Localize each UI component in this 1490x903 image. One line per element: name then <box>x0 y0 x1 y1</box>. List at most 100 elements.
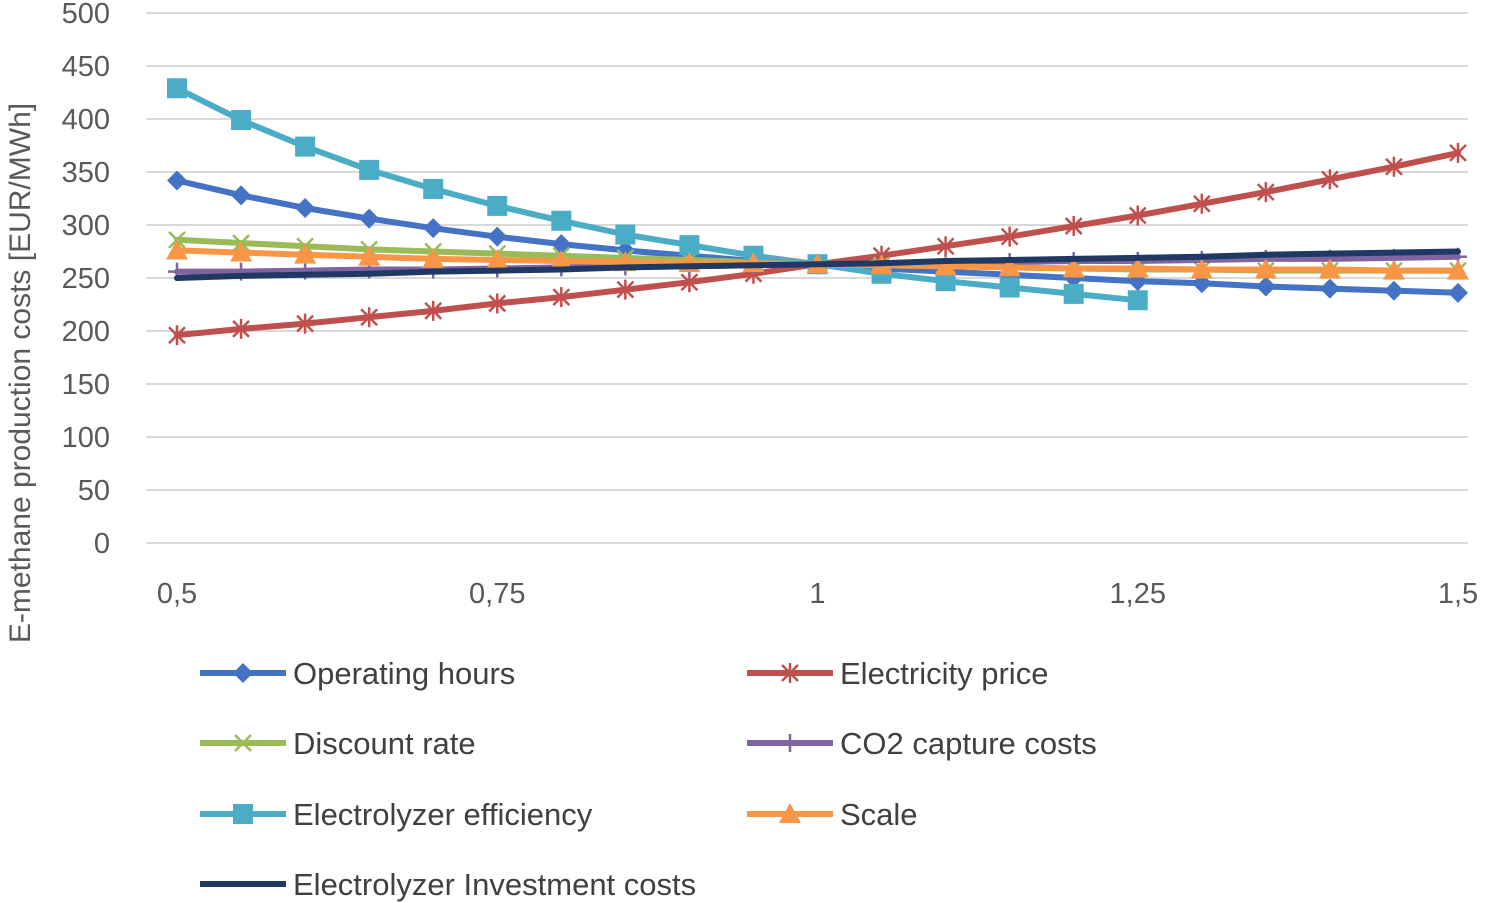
data-point <box>486 248 509 269</box>
data-point <box>1448 282 1468 303</box>
data-point <box>166 239 188 260</box>
data-point <box>1382 259 1405 280</box>
data-point <box>1190 258 1213 279</box>
data-point <box>360 307 379 328</box>
data-point <box>487 226 508 247</box>
data-point <box>550 250 573 271</box>
y-axis-title: E-methane production costs [EUR/MWh] <box>4 103 37 643</box>
legend-label: Electrolyzer efficiency <box>293 797 593 832</box>
data-point <box>1385 156 1403 177</box>
y-tick-label: 450 <box>62 51 110 83</box>
legend-label: Electricity price <box>840 656 1048 691</box>
data-point <box>488 293 507 314</box>
legend-marker <box>233 663 253 683</box>
data-point <box>935 271 956 292</box>
data-point <box>359 208 380 229</box>
data-point <box>168 325 186 346</box>
data-point <box>936 236 955 257</box>
data-point <box>679 235 700 256</box>
data-point <box>1318 258 1341 279</box>
data-point <box>999 277 1020 298</box>
data-point <box>1127 290 1148 311</box>
x-tick-label: 0,75 <box>469 578 525 610</box>
x-tick-label: 1 <box>809 578 825 610</box>
y-tick-label: 400 <box>62 104 110 136</box>
x-axis-ticks: 0,5 0,75 1 1,25 1,5 <box>157 578 1478 610</box>
y-tick-label: 300 <box>62 210 110 242</box>
data-point <box>551 210 572 231</box>
data-point <box>615 224 636 245</box>
legend-item: Discount rate <box>200 726 476 761</box>
data-point <box>1449 142 1467 163</box>
data-point <box>1064 216 1083 237</box>
legend: Operating hours Electricity price Discount… <box>200 656 1097 902</box>
y-tick-label: 350 <box>62 157 110 189</box>
data-point <box>295 136 316 157</box>
data-point <box>1254 258 1277 279</box>
y-tick-label: 50 <box>78 475 110 507</box>
data-point <box>1319 278 1340 299</box>
legend-label: Discount rate <box>293 726 476 761</box>
data-point <box>1383 280 1404 301</box>
data-point <box>1062 257 1085 278</box>
series-6 <box>174 248 1461 281</box>
data-point <box>295 198 316 219</box>
x-tick-label: 1,5 <box>1438 578 1478 610</box>
data-point <box>1256 182 1275 203</box>
data-point <box>294 243 317 264</box>
y-tick-label: 0 <box>94 528 110 560</box>
data-point <box>359 159 380 180</box>
data-point <box>231 110 252 131</box>
data-point <box>423 218 444 239</box>
data-point <box>487 195 508 216</box>
legend-label: Electrolyzer Investment costs <box>293 867 696 902</box>
data-point <box>358 245 381 266</box>
legend-marker <box>781 734 799 752</box>
series-line <box>174 248 1461 281</box>
legend-marker <box>781 663 799 683</box>
data-point <box>1000 226 1019 247</box>
legend-item: Electrolyzer efficiency <box>200 797 593 832</box>
data-point <box>230 241 253 262</box>
y-tick-label: 150 <box>62 369 110 401</box>
x-tick-label: 0,5 <box>157 578 197 610</box>
data-point <box>1192 193 1211 214</box>
legend-item: Scale <box>747 797 918 832</box>
x-tick-label: 1,25 <box>1110 578 1166 610</box>
legend-item: Electrolyzer Investment costs <box>200 867 696 902</box>
y-tick-label: 200 <box>62 316 110 348</box>
data-point <box>296 313 314 334</box>
data-point <box>1255 276 1276 297</box>
legend-marker <box>234 734 252 752</box>
y-tick-label: 500 <box>62 0 110 30</box>
y-tick-label: 100 <box>62 422 110 454</box>
y-axis-ticks: 0 50 100 150 200 250 300 350 400 450 500 <box>62 0 110 560</box>
data-point <box>1128 205 1147 226</box>
data-point <box>616 279 635 300</box>
data-point <box>232 318 250 339</box>
legend-marker <box>779 803 801 823</box>
legend-label: Scale <box>840 797 918 832</box>
data-point <box>552 287 571 308</box>
data-point <box>422 247 445 268</box>
data-point <box>934 255 957 276</box>
data-point <box>1321 169 1339 190</box>
data-point <box>998 256 1021 277</box>
data-point <box>167 78 187 99</box>
data-point <box>167 170 187 191</box>
data-point <box>231 185 252 206</box>
data-point <box>1447 259 1469 280</box>
data-point <box>424 300 443 321</box>
legend-item: Electricity price <box>747 656 1048 691</box>
legend-label: CO2 capture costs <box>840 726 1097 761</box>
series-lines <box>166 78 1469 346</box>
legend-item: CO2 capture costs <box>747 726 1097 761</box>
data-point <box>1126 257 1149 278</box>
series-line <box>174 85 1141 304</box>
data-point <box>1063 283 1084 304</box>
legend-label: Operating hours <box>293 656 515 691</box>
data-point <box>423 178 444 199</box>
legend-item: Operating hours <box>200 656 515 691</box>
legend-marker <box>233 804 253 824</box>
